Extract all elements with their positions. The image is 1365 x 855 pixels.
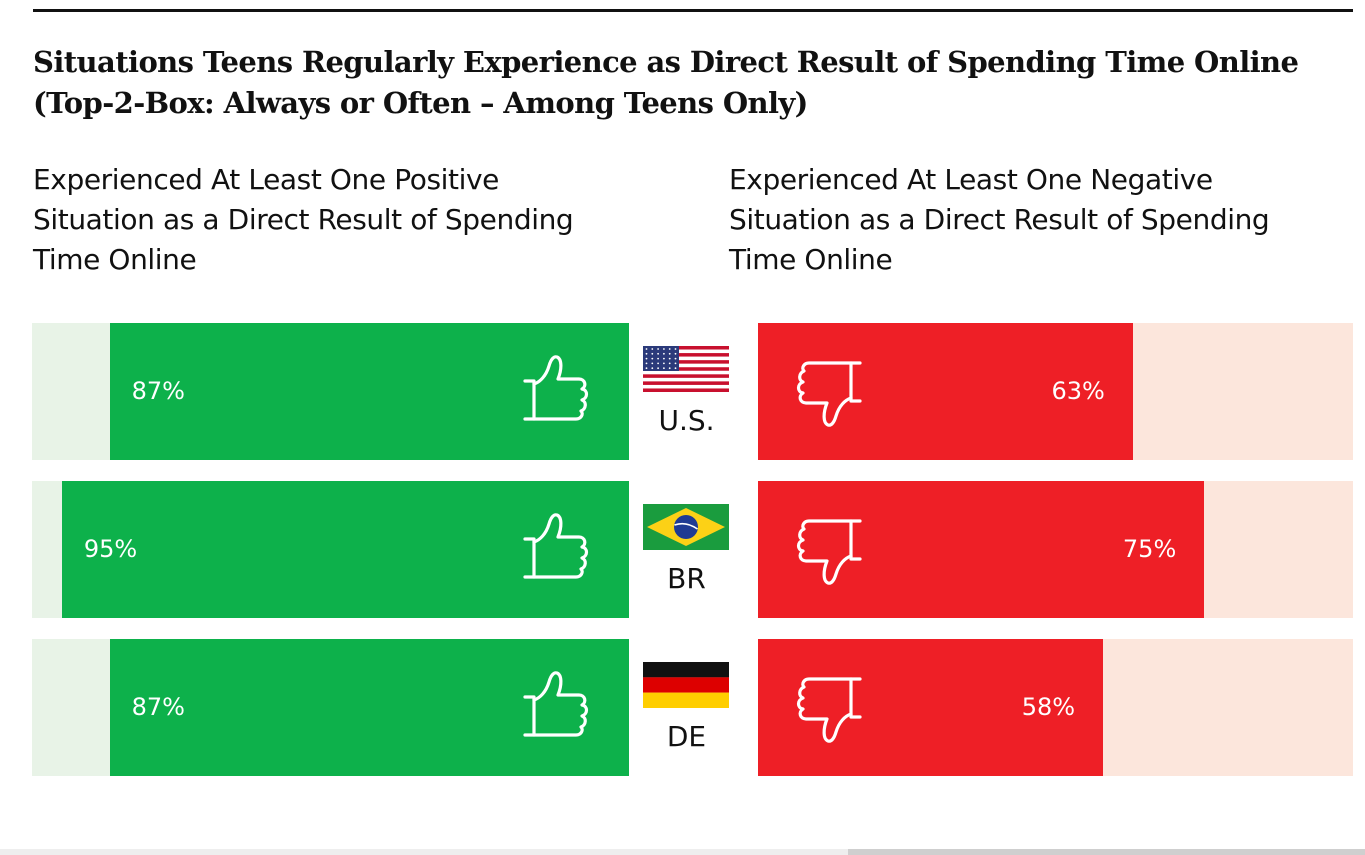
country-label: U.S.: [658, 404, 715, 437]
negative-bar-value: 63%: [1051, 377, 1105, 405]
negative-bar: 63%: [758, 323, 1133, 460]
brazil-flag-icon: [643, 504, 729, 550]
top-rule: [33, 9, 1353, 12]
positive-bar-value: 95%: [83, 535, 138, 563]
negative-header: Experienced At Least One Negative Situat…: [729, 160, 1329, 280]
bottom-band: [0, 849, 848, 855]
negative-header-line-3: Time Online: [729, 243, 893, 276]
negative-bar: 75%: [758, 481, 1205, 618]
positive-bar-value: 87%: [131, 693, 185, 721]
negative-header-line-1: Experienced At Least One Negative: [729, 163, 1213, 196]
positive-header-line-3: Time Online: [33, 243, 197, 276]
thumbs-down-icon: [786, 667, 866, 747]
positive-bar-track: 87%: [32, 639, 629, 776]
negative-bar-track: 75%: [758, 481, 1353, 618]
positive-bar-value: 87%: [131, 377, 185, 405]
positive-header-line-2: Situation as a Direct Result of Spending: [33, 203, 574, 236]
bottom-band-right: [848, 849, 1365, 855]
positive-bar: 87%: [109, 639, 629, 776]
chart-title-line-1: Situations Teens Regularly Experience as…: [33, 45, 1299, 79]
negative-bar-track: 58%: [758, 639, 1353, 776]
negative-bar-value: 75%: [1122, 535, 1177, 563]
thumbs-down-icon: [786, 509, 866, 589]
negative-header-line-2: Situation as a Direct Result of Spending: [729, 203, 1270, 236]
us-flag-icon: [643, 346, 729, 392]
positive-bar: 95%: [61, 481, 629, 618]
chart-title-line-2: (Top-2-Box: Always or Often – Among Teen…: [33, 86, 808, 120]
country-label: DE: [666, 720, 707, 753]
positive-bar-track: 87%: [32, 323, 629, 460]
thumbs-up-icon: [519, 509, 599, 589]
positive-header-line-1: Experienced At Least One Positive: [33, 163, 499, 196]
chart-row: 87% DE 58%: [0, 639, 1365, 776]
negative-bar-track: 63%: [758, 323, 1353, 460]
positive-header: Experienced At Least One Positive Situat…: [33, 160, 633, 280]
chart-title: Situations Teens Regularly Experience as…: [33, 42, 1333, 124]
positive-bar-track: 95%: [32, 481, 629, 618]
positive-bar: 87%: [109, 323, 629, 460]
negative-bar: 58%: [758, 639, 1104, 776]
germany-flag-icon: [643, 662, 729, 708]
thumbs-up-icon: [519, 351, 599, 431]
negative-bar-value: 58%: [1021, 693, 1076, 721]
chart-row: 87% U.S. 63%: [0, 323, 1365, 460]
thumbs-up-icon: [519, 667, 599, 747]
thumbs-down-icon: [786, 351, 866, 431]
country-label: BR: [667, 562, 706, 595]
chart-row: 95% BR 75%: [0, 481, 1365, 618]
